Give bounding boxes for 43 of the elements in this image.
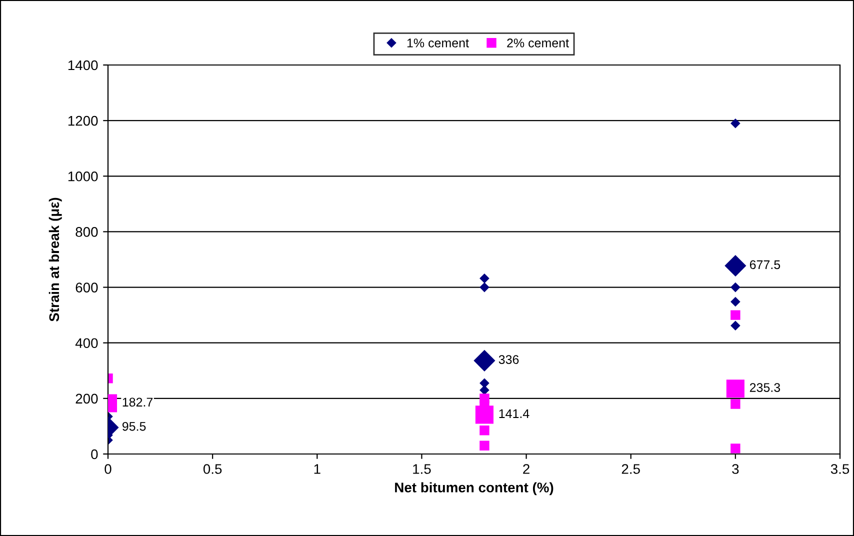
legend-label: 2% cement [507, 38, 569, 48]
x-axis-title: Net bitumen content (%) [395, 482, 554, 496]
y-tick-label: 0 [91, 449, 98, 460]
point [730, 118, 740, 128]
point [480, 440, 490, 451]
point [480, 378, 490, 388]
x-tick-label: 0 [104, 464, 112, 474]
point [726, 380, 744, 398]
point [730, 282, 740, 292]
x-tick-label: 0.5 [203, 464, 222, 474]
point [480, 426, 490, 436]
point [474, 350, 495, 372]
data-label: 182.7 [122, 398, 153, 407]
point [730, 297, 740, 306]
data-label: 235.3 [750, 383, 780, 392]
point [480, 274, 490, 284]
x-tick-label: 1 [314, 464, 320, 474]
point [724, 255, 746, 276]
point [730, 444, 740, 454]
data-label: 677.5 [750, 260, 780, 270]
x-tick-label: 1.5 [413, 464, 431, 474]
x-tick-label: 3.5 [830, 464, 850, 474]
point [730, 399, 740, 409]
y-tick-label: 600 [76, 282, 98, 292]
point [480, 385, 490, 395]
legend-label: 1% cement [407, 38, 469, 48]
x-tick-label: 3 [732, 464, 739, 474]
x-tick-label: 2.5 [622, 464, 640, 474]
y-tick-label: 400 [75, 338, 98, 348]
point [475, 406, 494, 424]
point [730, 310, 740, 320]
data-label: 95.5 [122, 422, 146, 431]
point [730, 321, 740, 330]
y-tick-label: 200 [76, 394, 98, 404]
x-tick-label: 2 [523, 464, 530, 474]
y-tick-label: 1400 [68, 60, 98, 70]
y-tick-label: 800 [76, 227, 98, 237]
point [480, 282, 490, 292]
y-tick-label: 1000 [68, 171, 98, 182]
data-label: 336 [498, 355, 519, 364]
data-label: 141.4 [499, 409, 530, 418]
y-axis-title: Strain at break (με) [48, 198, 62, 322]
y-tick-label: 1200 [68, 116, 98, 126]
